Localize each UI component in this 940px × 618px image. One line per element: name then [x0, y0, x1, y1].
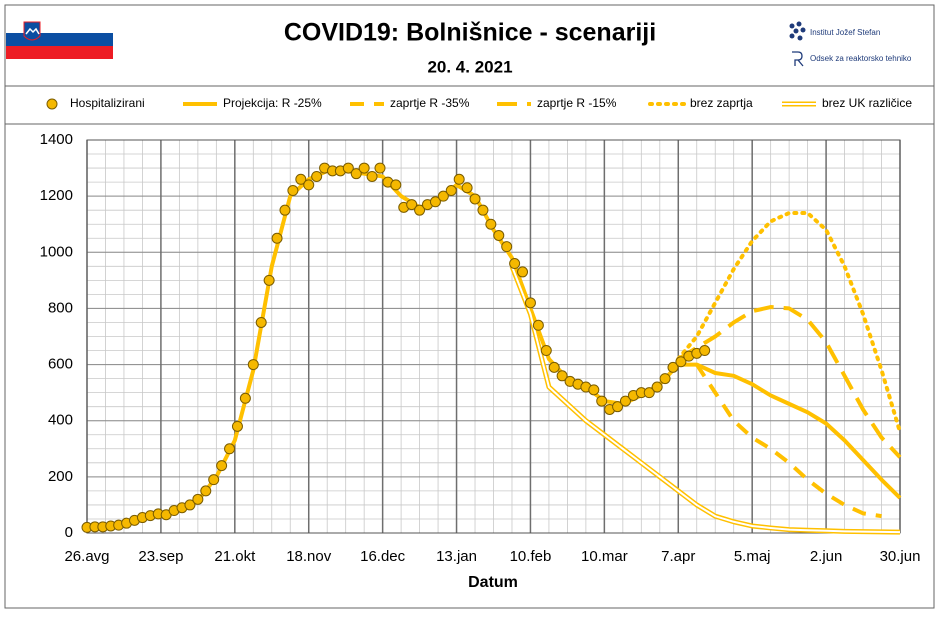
- data-point: [184, 499, 196, 511]
- data-point: [667, 361, 679, 373]
- legend-label: brez UK različice: [822, 96, 912, 110]
- y-tick-label: 600: [48, 356, 73, 373]
- data-point: [659, 373, 671, 385]
- data-point: [295, 173, 307, 185]
- data-point: [596, 395, 608, 407]
- institution: Odsek za reaktorsko tehniko: [810, 54, 912, 63]
- line-inner: [511, 265, 901, 534]
- data-point: [390, 179, 402, 191]
- data-point: [303, 179, 315, 191]
- data-point: [524, 297, 536, 309]
- y-tick-label: 1400: [40, 131, 73, 148]
- data-point: [247, 359, 259, 371]
- plot-border: [86, 139, 901, 534]
- data-point: [224, 443, 236, 455]
- y-tick-label: 200: [48, 468, 73, 485]
- data-point: [651, 381, 663, 393]
- x-tick-label: 5.maj: [734, 548, 771, 565]
- data-point: [311, 170, 323, 182]
- y-tick-label: 1000: [40, 243, 73, 260]
- legend-label: Hospitalizirani: [70, 96, 145, 110]
- x-tick-label: 30.jun: [880, 548, 921, 565]
- logo: [789, 21, 806, 67]
- data-point: [517, 266, 529, 278]
- data-point: [406, 199, 418, 211]
- data-point: [453, 173, 465, 185]
- data-point: [216, 460, 228, 472]
- x-tick-label: 2.jun: [810, 548, 843, 565]
- data-point: [643, 387, 655, 399]
- data-point: [485, 218, 497, 230]
- data-point: [445, 185, 457, 197]
- data-point: [493, 229, 505, 241]
- data-point: [477, 204, 489, 216]
- data-point: [271, 232, 283, 244]
- x-tick-label: 13.jan: [436, 548, 477, 565]
- plot: [81, 162, 902, 535]
- data-point: [342, 162, 354, 174]
- data-point: [501, 241, 513, 253]
- data-point: [192, 493, 204, 505]
- flag: [6, 20, 113, 59]
- data-point: [208, 474, 220, 486]
- legend-label: Projekcija: R -25%: [223, 96, 322, 110]
- data-point: [429, 196, 441, 208]
- x-tick-label: 10.feb: [510, 548, 552, 565]
- data-point: [699, 345, 711, 357]
- data-point: [255, 316, 267, 328]
- y-tick-label: 800: [48, 299, 73, 316]
- data-point: [588, 384, 600, 396]
- institution: Institut Jožef Stefan: [810, 28, 880, 37]
- data-point: [548, 361, 560, 373]
- data-point: [231, 420, 243, 432]
- data-point: [619, 395, 631, 407]
- data-point: [239, 392, 251, 404]
- y-tick-label: 400: [48, 412, 73, 429]
- legend-label: zaprtje R -35%: [390, 96, 470, 110]
- data-point: [556, 370, 568, 382]
- data-point: [437, 190, 449, 202]
- x-tick-label: 21.okt: [214, 548, 256, 565]
- x-tick-label: 23.sep: [138, 548, 183, 565]
- legend-label: zaprtje R -15%: [537, 96, 617, 110]
- data-point: [461, 182, 473, 194]
- data-point: [532, 319, 544, 331]
- grid: 0 200 400 600 800 1000 1200 1400 26.avg 23.sep 21.…: [40, 131, 921, 565]
- legend-label: brez zaprtja: [690, 96, 753, 110]
- data-point: [612, 401, 624, 413]
- data-point: [675, 356, 687, 368]
- data-point: [350, 168, 362, 180]
- data-point: [469, 193, 481, 205]
- data-point: [509, 258, 521, 270]
- legend-marker: [46, 98, 58, 110]
- data-point: [414, 204, 426, 216]
- x-tick-label: 26.avg: [64, 548, 109, 565]
- x-tick-label: 18.nov: [286, 548, 332, 565]
- frame: [4, 4, 935, 609]
- legend: Hospitalizirani Projekcija: R -25% zaprtje…: [46, 96, 912, 110]
- line: [676, 210, 902, 434]
- data-point: [374, 162, 386, 174]
- x-tick-label: 10.mar: [581, 548, 628, 565]
- data-point: [279, 204, 291, 216]
- x-tick-label: 16.dec: [360, 548, 406, 565]
- chart-subtitle: 20. 4. 2021: [427, 57, 512, 76]
- data-point: [200, 485, 212, 497]
- data-point: [263, 274, 275, 286]
- chart-title: COVID19: Bolnišnice - scenariji: [284, 19, 656, 47]
- y-tick-label: 1200: [40, 187, 73, 204]
- line: [677, 305, 902, 459]
- data-point: [366, 170, 378, 182]
- x-tick-label: 7.apr: [661, 548, 695, 565]
- data-point: [287, 185, 299, 197]
- data-point: [358, 162, 370, 174]
- line: [695, 363, 882, 519]
- data-point: [540, 345, 552, 357]
- y-tick-label: 0: [65, 524, 73, 541]
- x-axis-label: Datum: [468, 574, 518, 591]
